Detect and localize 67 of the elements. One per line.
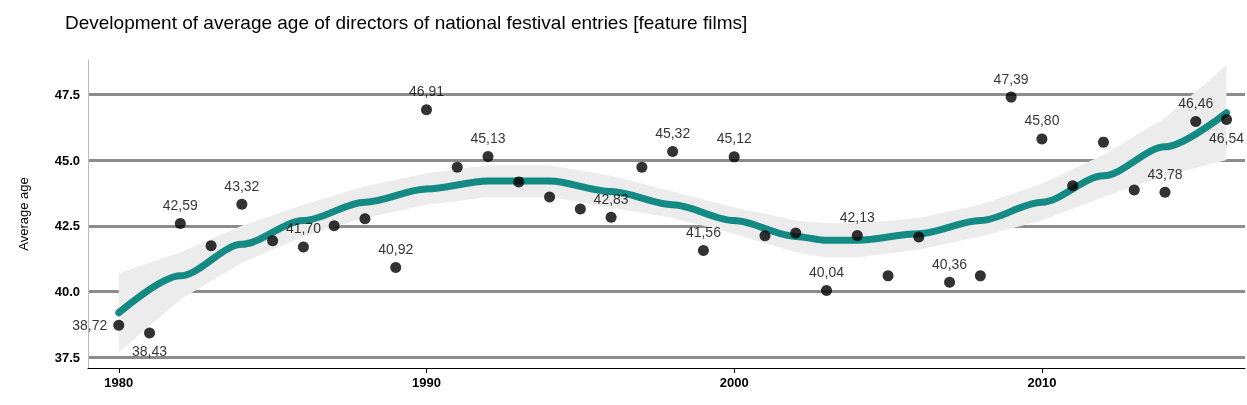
point	[451, 161, 463, 173]
point	[759, 230, 771, 242]
point	[267, 235, 279, 247]
data-label: 47,39	[993, 70, 1029, 87]
x-tick-label: 1980	[104, 375, 134, 390]
point	[113, 319, 125, 331]
point	[1128, 184, 1140, 196]
point	[944, 276, 956, 288]
chart-title: Development of average age of directors of national festival entries [feature films]	[65, 12, 748, 33]
data-label: 43,78	[1147, 165, 1183, 182]
point	[1097, 136, 1109, 148]
point	[390, 261, 402, 273]
data-label: 40,36	[932, 255, 968, 272]
y-tick-label: 45.0	[54, 152, 80, 168]
data-label: 45,13	[470, 130, 506, 147]
point	[1221, 114, 1233, 125]
data-label: 46,54	[1209, 129, 1245, 146]
point	[174, 217, 186, 229]
point	[1005, 91, 1017, 103]
x-tick-label: 2010	[1027, 375, 1057, 390]
point	[636, 161, 648, 173]
point	[1036, 133, 1048, 145]
point	[913, 231, 925, 243]
y-tick-label: 47.5	[54, 86, 80, 102]
data-label: 40,04	[808, 264, 845, 281]
point	[205, 240, 217, 252]
point	[821, 285, 833, 297]
point	[482, 151, 494, 163]
data-label: 41,56	[685, 224, 722, 241]
point	[544, 191, 556, 203]
data-label: 42,59	[162, 196, 199, 213]
data-label: 40,92	[378, 240, 414, 257]
point	[1190, 116, 1202, 128]
y-axis-title: Average age	[16, 177, 31, 251]
data-label: 45,32	[655, 125, 691, 142]
data-label: 38,72	[72, 317, 108, 334]
data-label: 45,80	[1024, 112, 1060, 129]
point	[144, 327, 156, 339]
data-label: 38,43	[132, 343, 168, 360]
point	[667, 146, 679, 158]
y-tick-label: 42.5	[54, 218, 80, 234]
y-tick-label: 37.5	[54, 349, 80, 365]
point	[790, 227, 802, 239]
data-label: 42,13	[839, 209, 876, 226]
y-tick-label: 40.0	[54, 284, 80, 300]
point	[236, 198, 248, 210]
point	[851, 230, 863, 242]
data-label: 41,70	[285, 220, 322, 237]
data-label: 42,83	[593, 190, 629, 207]
data-label: 45,12	[716, 130, 752, 147]
point	[1067, 180, 1079, 192]
x-tick-label: 2000	[719, 375, 749, 390]
point	[974, 270, 986, 282]
x-tick-label: 1990	[412, 375, 441, 390]
data-label: 43,32	[224, 177, 260, 194]
point	[421, 104, 432, 116]
point	[359, 213, 371, 225]
point	[1159, 186, 1171, 198]
point	[605, 211, 617, 223]
point	[574, 203, 586, 215]
point	[513, 176, 525, 188]
point	[882, 270, 894, 282]
point	[297, 241, 309, 253]
data-label: 46,46	[1178, 95, 1214, 112]
point	[728, 151, 740, 163]
point	[697, 245, 709, 257]
point	[328, 220, 340, 232]
